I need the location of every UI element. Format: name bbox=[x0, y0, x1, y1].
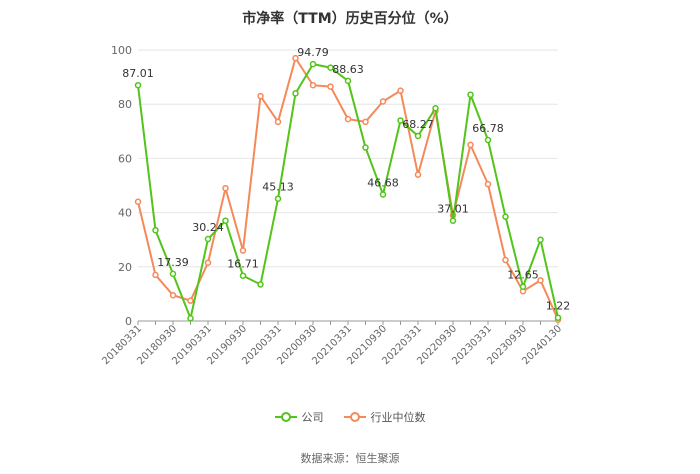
series-point-industry-median bbox=[537, 277, 544, 284]
series-point-industry-median bbox=[467, 141, 474, 149]
axes: 0204060801002018033120180930201903312019… bbox=[100, 44, 564, 367]
series-point-industry-median bbox=[344, 115, 352, 123]
y-tick-label: 100 bbox=[111, 44, 132, 57]
y-tick-label: 40 bbox=[118, 207, 132, 220]
legend-label-company: 公司 bbox=[301, 411, 324, 424]
legend-item-industry-median[interactable]: 行业中位数 bbox=[343, 409, 426, 425]
series-point-industry-median bbox=[362, 118, 369, 126]
series-point-industry-median bbox=[222, 184, 229, 192]
legend-label-industry-median: 行业中位数 bbox=[370, 411, 426, 424]
legend-dot-company bbox=[280, 412, 291, 422]
data-label: 45.13 bbox=[262, 181, 294, 194]
series-point-company bbox=[344, 77, 352, 85]
data-label: 16.71 bbox=[227, 258, 259, 271]
data-label: 94.79 bbox=[297, 46, 329, 59]
series-point-company bbox=[379, 191, 387, 198]
gridlines bbox=[138, 49, 558, 268]
series-point-company bbox=[467, 91, 474, 98]
series-point-industry-median bbox=[414, 171, 422, 178]
series-point-company bbox=[502, 213, 509, 220]
legend-item-company[interactable]: 公司 bbox=[274, 409, 324, 425]
data-label: 68.27 bbox=[402, 118, 434, 131]
y-tick-label: 0 bbox=[125, 315, 132, 328]
series-point-company bbox=[432, 105, 439, 112]
series-point-industry-median bbox=[187, 297, 194, 304]
series-point-company bbox=[414, 132, 422, 140]
data-label: 17.39 bbox=[157, 256, 189, 269]
series-point-industry-median bbox=[502, 256, 509, 264]
series-point-company bbox=[537, 236, 544, 243]
series-point-company bbox=[257, 281, 264, 288]
series-point-company bbox=[554, 314, 562, 321]
series-point-company bbox=[274, 195, 282, 202]
series-point-company bbox=[134, 81, 142, 89]
series-point-industry-median bbox=[484, 180, 492, 188]
y-tick-label: 80 bbox=[118, 98, 132, 111]
data-label: 30.24 bbox=[192, 221, 224, 234]
series-point-industry-median bbox=[327, 83, 334, 90]
legend-dot-industry-median bbox=[349, 412, 360, 422]
series-point-industry-median bbox=[169, 292, 177, 299]
chart-title: 市净率（TTM）历史百分位（%） bbox=[242, 11, 458, 27]
data-label: 88.63 bbox=[332, 63, 364, 76]
series-layer bbox=[134, 54, 562, 323]
data-label: 1.22 bbox=[546, 300, 571, 313]
y-tick-label: 20 bbox=[118, 261, 132, 274]
series-point-company bbox=[187, 315, 194, 322]
series-point-company bbox=[484, 136, 492, 144]
source-note: 数据来源：恒生聚源 bbox=[300, 452, 400, 465]
data-label: 87.01 bbox=[122, 67, 154, 80]
legend: 公司 行业中位数 bbox=[0, 409, 700, 425]
series-point-company bbox=[292, 90, 299, 97]
series-point-industry-median bbox=[292, 54, 299, 62]
series-point-industry-median bbox=[239, 247, 247, 254]
legend-swatch-industry-median bbox=[343, 412, 366, 422]
series-line-industry-median bbox=[137, 57, 559, 321]
series-point-company bbox=[222, 217, 229, 224]
series-point-industry-median bbox=[152, 271, 159, 279]
series-point-company bbox=[169, 270, 177, 278]
data-label: 46.68 bbox=[367, 176, 399, 189]
series-point-industry-median bbox=[257, 92, 264, 100]
y-tick-label: 60 bbox=[118, 152, 132, 165]
series-point-industry-median bbox=[134, 198, 142, 206]
series-point-industry-median bbox=[204, 259, 212, 266]
series-point-company bbox=[519, 283, 527, 290]
series-point-industry-median bbox=[309, 81, 317, 89]
series-point-company bbox=[204, 235, 212, 243]
series-point-company bbox=[327, 64, 334, 71]
series-point-industry-median bbox=[397, 87, 404, 94]
series-point-company bbox=[239, 272, 247, 279]
series-point-company bbox=[362, 144, 369, 151]
legend-swatch-company bbox=[274, 412, 297, 422]
series-point-company bbox=[397, 117, 404, 124]
series-point-industry-median bbox=[274, 118, 282, 126]
data-label: 66.78 bbox=[472, 122, 504, 135]
series-point-company bbox=[449, 217, 457, 224]
data-label: 37.01 bbox=[437, 203, 469, 216]
series-point-company bbox=[152, 226, 159, 234]
data-label: 12.65 bbox=[507, 269, 539, 282]
series-point-company bbox=[309, 60, 317, 68]
series-point-industry-median bbox=[379, 98, 387, 105]
